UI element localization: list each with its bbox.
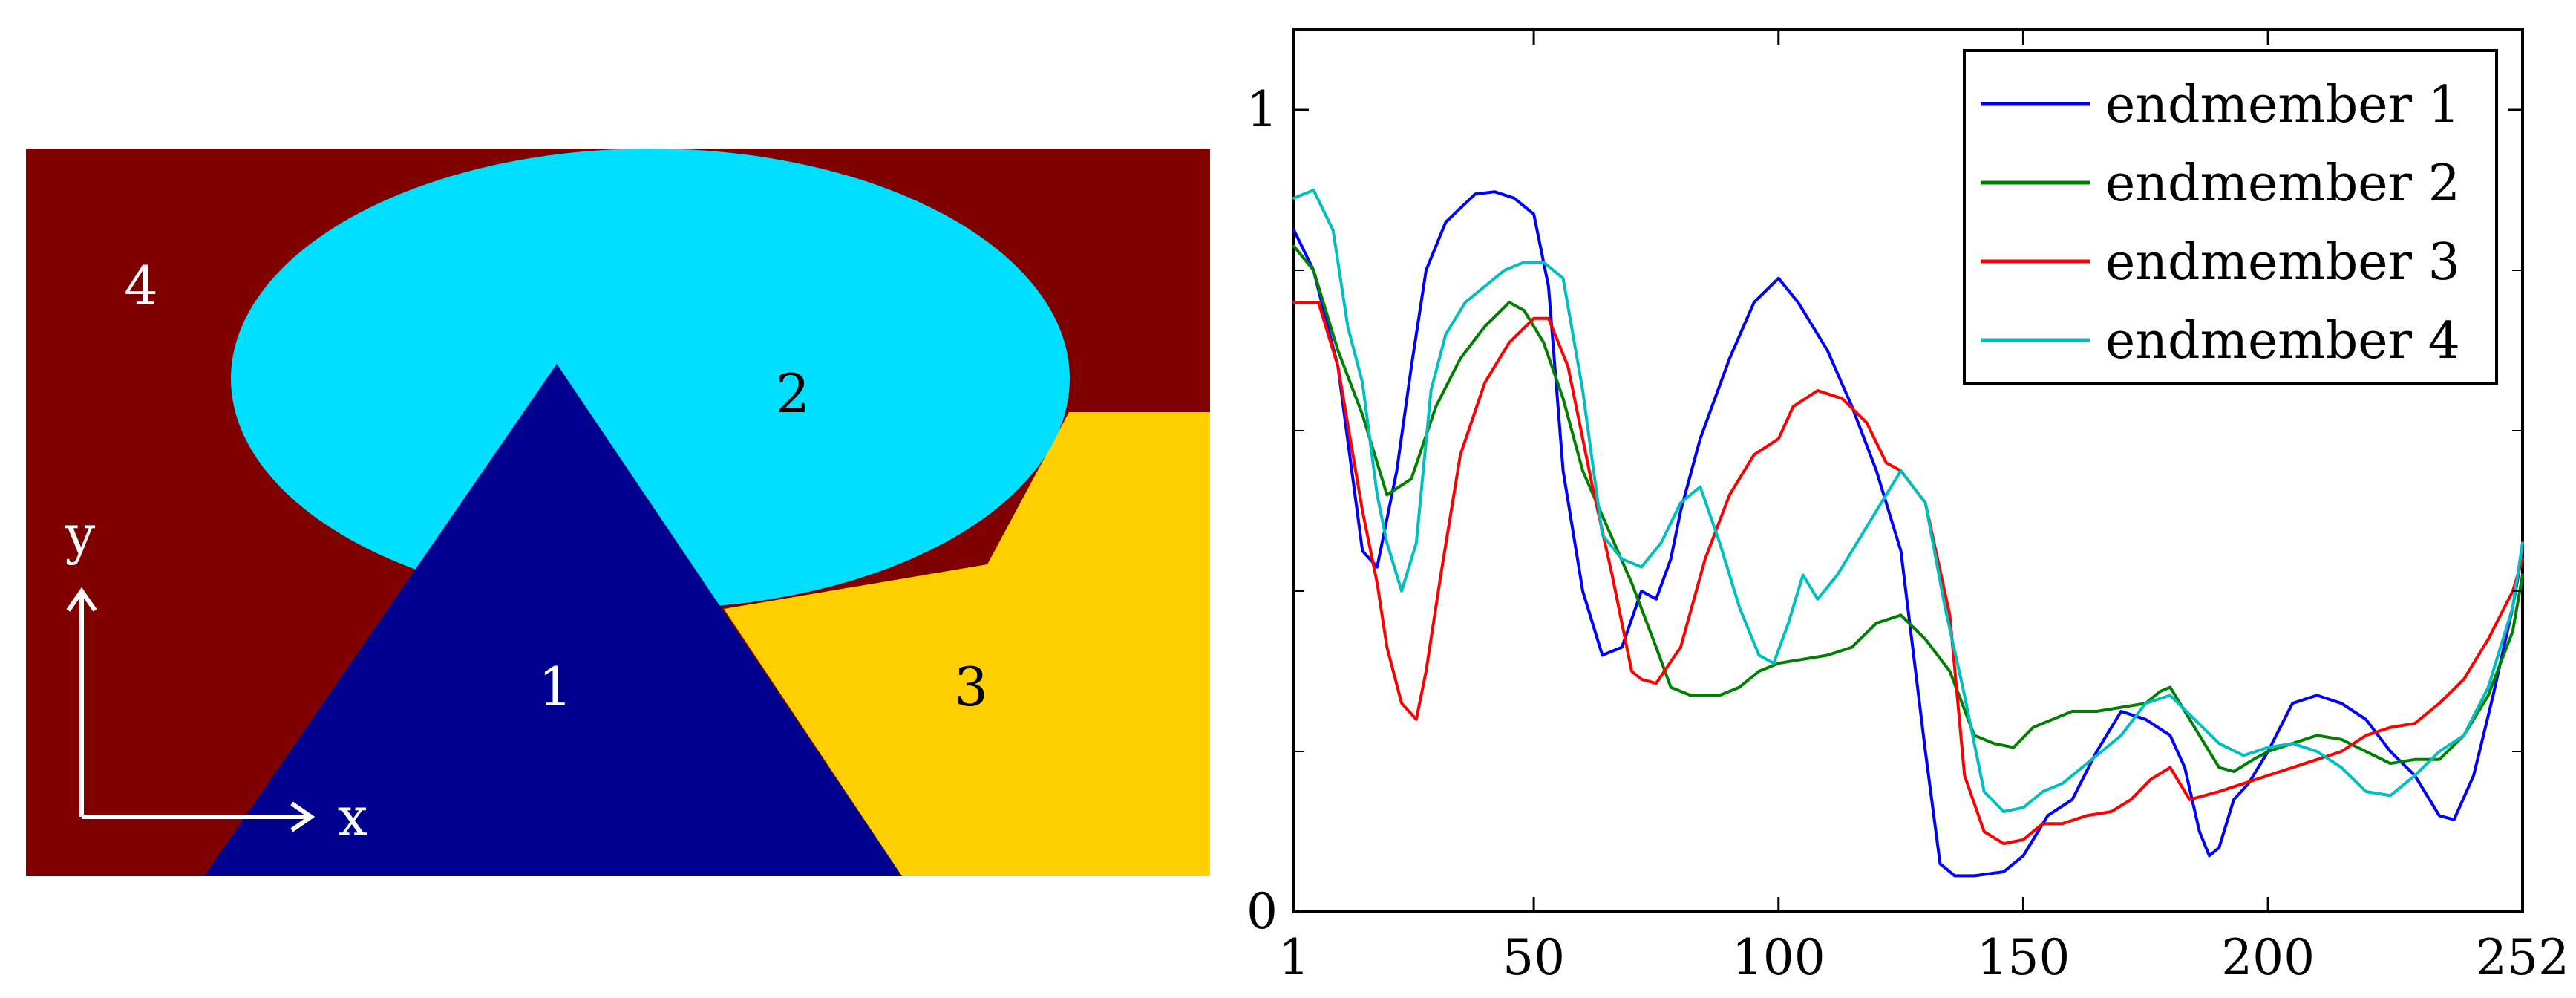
legend-box <box>1963 49 2498 385</box>
legend-entry-label: endmember 3 <box>2105 233 2460 292</box>
x-axis-arrowhead <box>290 801 316 832</box>
plot-frame <box>1292 28 2524 913</box>
series-line-endmember-2 <box>1292 244 2524 773</box>
x-tick-label: 252 <box>2476 929 2569 986</box>
y-tick-label: 1 <box>1246 81 1278 138</box>
x-axis-letter: x <box>338 786 368 848</box>
region-1-label: 1 <box>538 656 572 718</box>
x-tick-label: 200 <box>2221 929 2315 986</box>
plot-area <box>1292 28 2524 913</box>
y-tick-label: 0 <box>1246 883 1278 940</box>
region-3-patch <box>724 412 1210 876</box>
series-line-endmember-4 <box>1292 189 2524 813</box>
legend: endmember 1 endmember 2 endmember 3 endmemb… <box>1963 49 2498 385</box>
region-1-triangle <box>204 364 902 876</box>
region-4-label: 4 <box>124 255 158 317</box>
legend-entry-label: endmember 2 <box>2105 154 2460 213</box>
legend-entry-label: endmember 1 <box>2105 76 2460 134</box>
region-2-label: 2 <box>776 362 810 425</box>
x-tick-label: 1 <box>1278 929 1310 986</box>
series-layer <box>1292 189 2524 878</box>
region-3-label: 3 <box>954 656 988 718</box>
orientation-axes <box>66 587 316 832</box>
y-axis-arrowhead <box>66 587 97 612</box>
region-2-ellipse <box>231 149 1070 609</box>
x-tick-label: 50 <box>1503 929 1565 986</box>
series-line-endmember-1 <box>1292 190 2524 878</box>
legend-entry-label: endmember 4 <box>2105 312 2460 371</box>
y-axis-letter: y <box>65 503 96 566</box>
x-tick-label: 150 <box>1976 929 2070 986</box>
x-tick-label: 100 <box>1732 929 1825 986</box>
series-line-endmember-3 <box>1292 301 2524 846</box>
